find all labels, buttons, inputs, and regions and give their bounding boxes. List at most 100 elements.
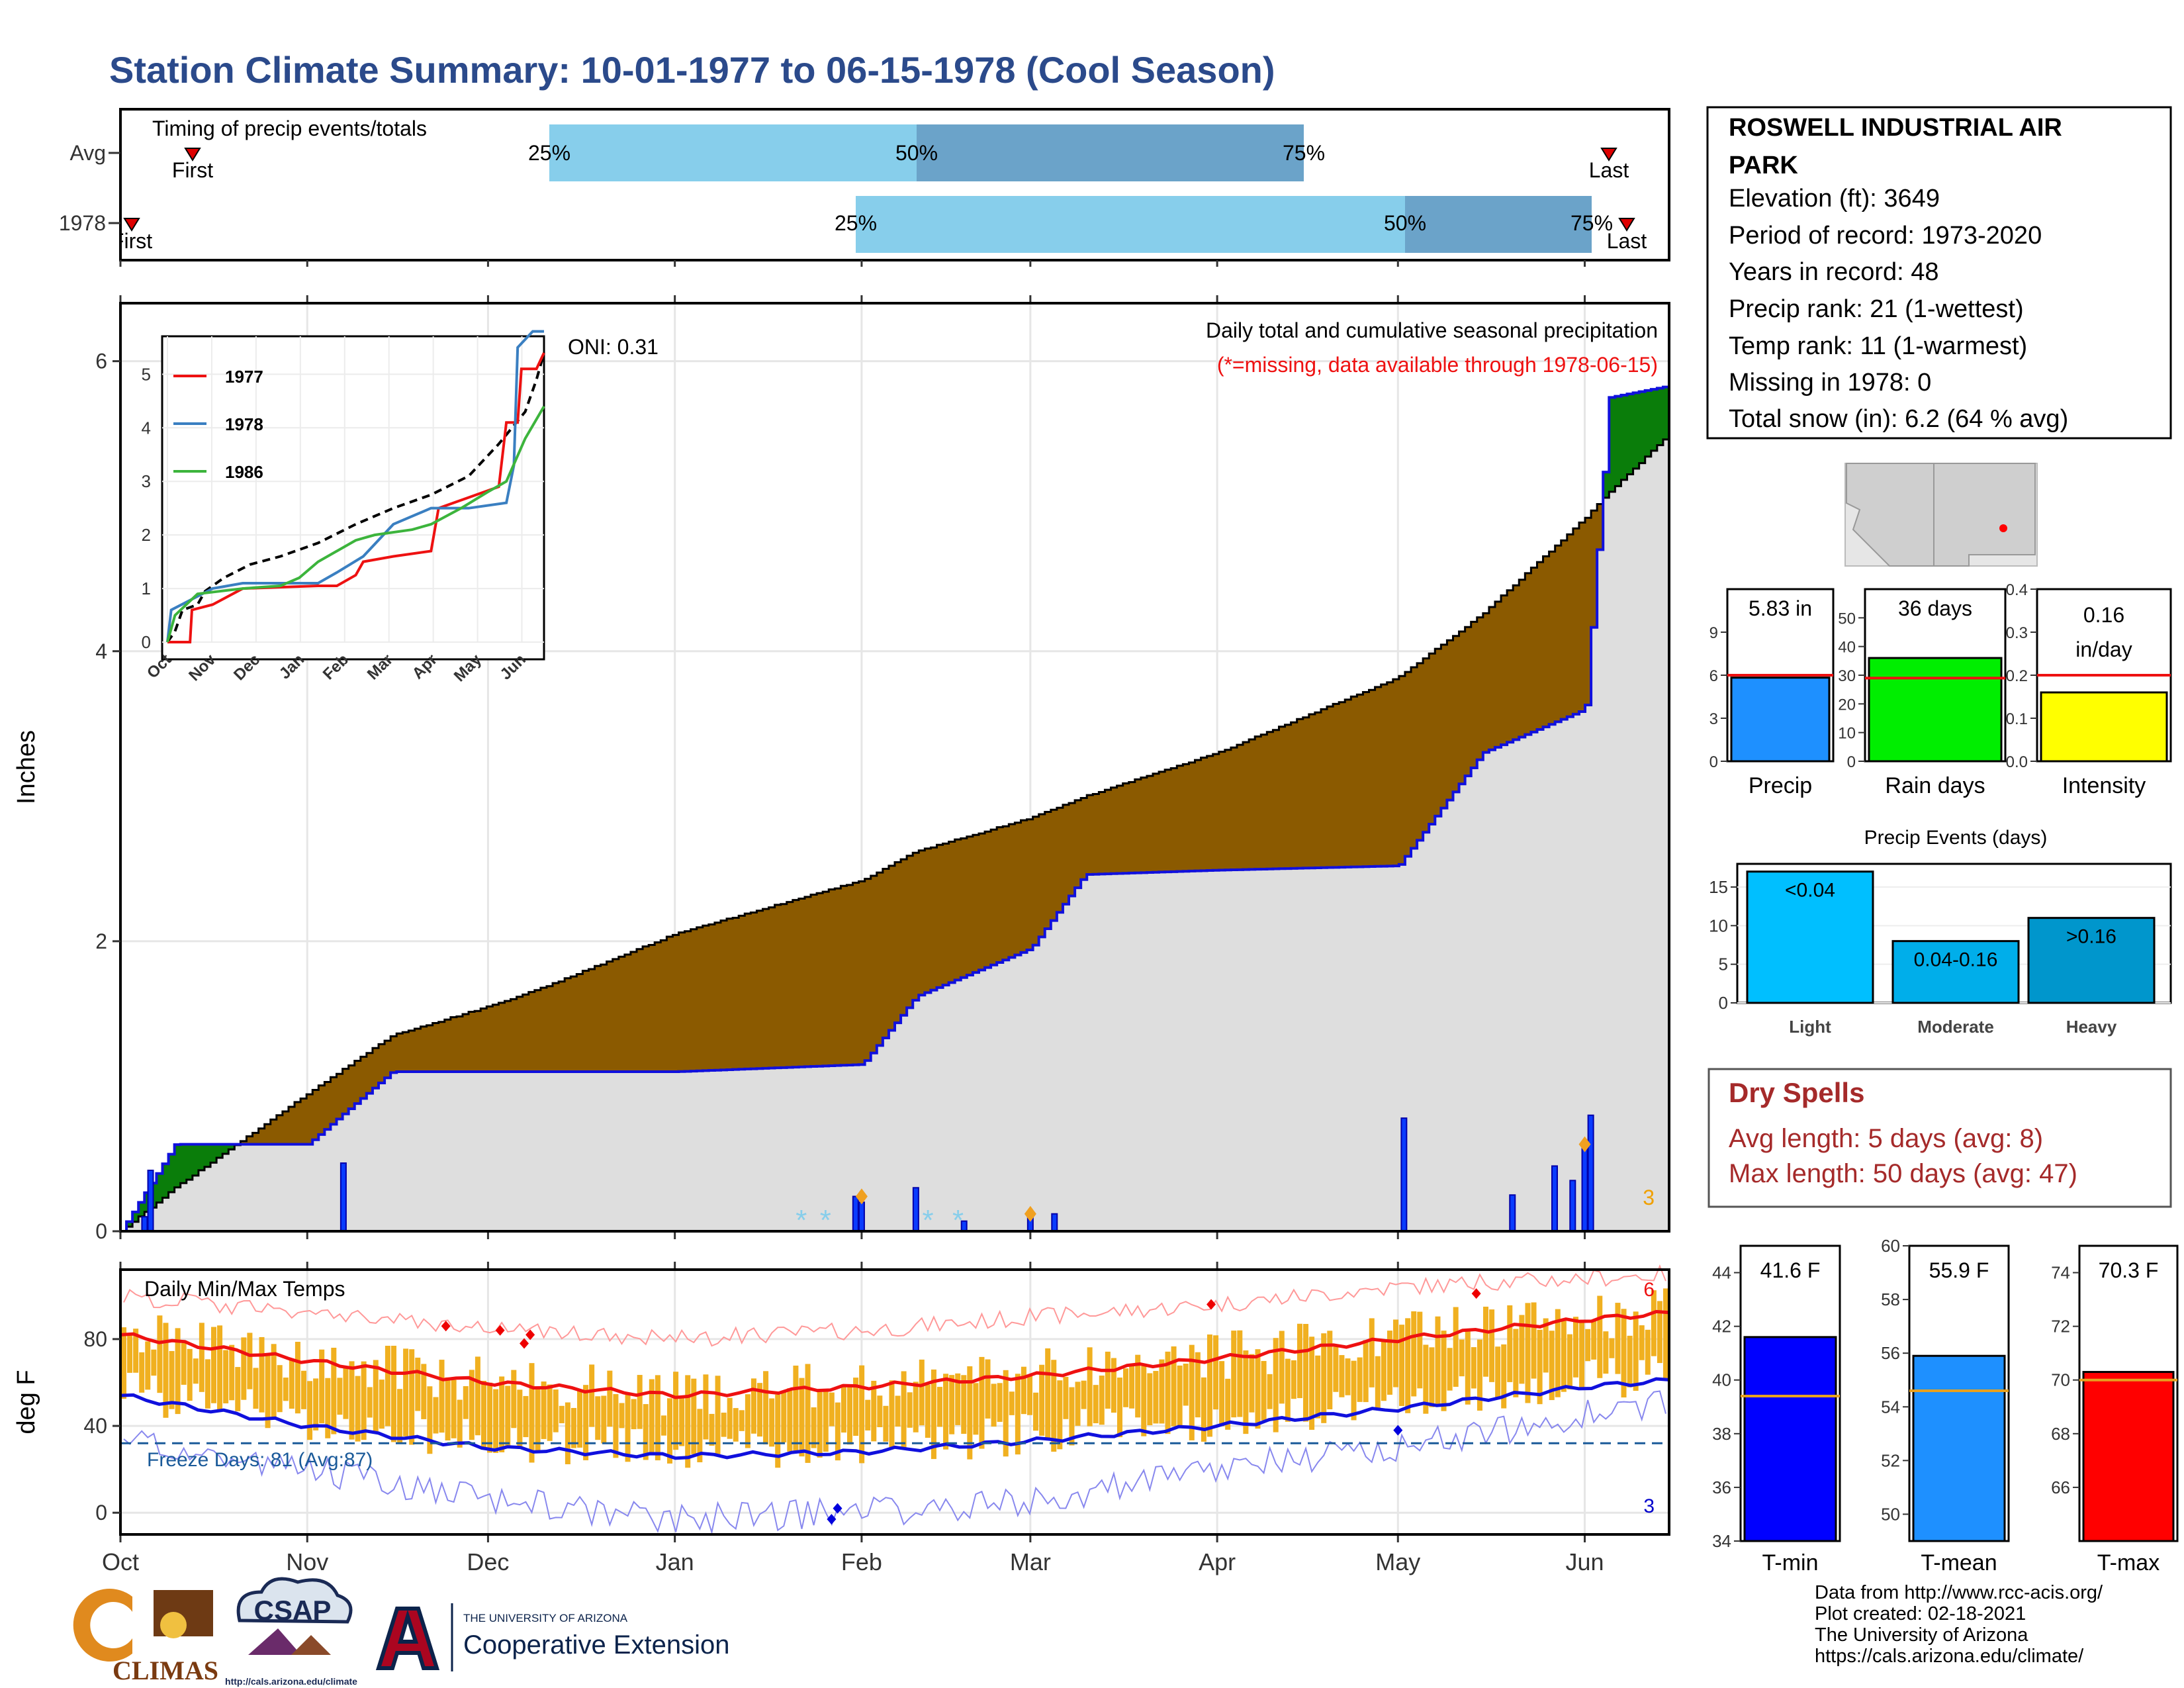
daily-temp-bar: [1639, 1325, 1645, 1360]
summary-tick-label: 0.2: [2006, 667, 2028, 685]
daily-temp-bar: [1501, 1344, 1507, 1409]
daily-temp-bar: [1255, 1349, 1261, 1429]
daily-temp-bar: [1075, 1382, 1081, 1426]
daily-temp-bar: [469, 1370, 475, 1440]
daily-temp-bar: [427, 1386, 433, 1454]
daily-temp-bar: [1021, 1366, 1026, 1415]
daily-temp-bar: [121, 1327, 126, 1399]
events-tick-label: 10: [1709, 915, 1728, 935]
daily-temp-bar: [1369, 1318, 1375, 1387]
inset-ytick-label-0: 0: [142, 632, 151, 652]
daily-temp-bar: [913, 1382, 919, 1432]
daily-temp-bar: [235, 1367, 241, 1411]
daily-temp-bar: [811, 1407, 817, 1448]
daily-temp-bar: [210, 1327, 216, 1403]
summary-value-unit-2: in/day: [2075, 637, 2132, 661]
daily-temp-bar: [936, 1387, 942, 1427]
ua-small-text: THE UNIVERSITY OF ARIZONA: [463, 1612, 628, 1624]
timing-row-avg-label: Avg: [69, 141, 106, 165]
daily-temp-bar: [619, 1403, 625, 1429]
summary-tick-label: 0.1: [2006, 710, 2028, 728]
daily-precip-bar: [147, 1169, 154, 1233]
daily-temp-bar: [799, 1378, 805, 1457]
summary-label-0: Precip: [1749, 773, 1812, 798]
daily-temp-bar: [1009, 1391, 1015, 1415]
daily-temp-bar: [1477, 1339, 1482, 1411]
station-info-box: ROSWELL INDUSTRIAL AIR PARK Elevation (f…: [1706, 106, 2172, 440]
station-years: Years in record: 48: [1729, 258, 1939, 286]
temp-summary-tick-label: 52: [1881, 1450, 1900, 1470]
daily-temp-bar: [505, 1385, 511, 1447]
daily-temp-bar: [1147, 1373, 1153, 1426]
missing-data-marker-icon: *: [796, 1204, 807, 1237]
temp-summary-tick-label: 38: [1712, 1424, 1731, 1444]
daily-temp-bar: [139, 1352, 145, 1393]
daily-temp-bar: [1435, 1316, 1441, 1407]
record-high-marker-icon: [441, 1321, 451, 1332]
daily-temp-bar: [1237, 1330, 1243, 1417]
heavy-event-marker-icon: [1578, 1136, 1591, 1152]
daily-temp-bar: [1447, 1348, 1453, 1391]
temp-panel-title: Daily Min/Max Temps: [144, 1277, 345, 1301]
temp-ytick-label-1: 40: [83, 1414, 107, 1438]
daily-temp-bar: [1453, 1307, 1459, 1387]
daily-temp-bar: [1549, 1331, 1555, 1401]
daily-temp-bar: [1057, 1380, 1063, 1450]
temp-summary-tick-label: 72: [2051, 1317, 2070, 1336]
daily-temp-bar: [145, 1341, 151, 1390]
avg-last-marker-icon: [1600, 148, 1617, 162]
daily-temp-bar: [1123, 1368, 1129, 1407]
temp-ylabel: deg F: [13, 1370, 40, 1434]
summary-tick-label: 0: [1847, 753, 1856, 771]
summary-tick-label: 20: [1838, 696, 1856, 714]
daily-temp-bar: [1093, 1385, 1099, 1424]
daily-temp-bar: [529, 1363, 535, 1463]
daily-temp-bar: [1063, 1377, 1069, 1419]
precip-panel: * * * * 0 2 4 6 Inches Daily total and cumulat…: [13, 260, 1670, 1243]
temp-summary-value-2: 70.3 F: [2099, 1258, 2159, 1282]
events-category-0: Light: [1789, 1017, 1831, 1037]
daily-temp-bar: [1513, 1329, 1519, 1397]
daily-temp-bar: [325, 1378, 331, 1438]
events-bar-label-2: >0.16: [2066, 926, 2116, 948]
1978-quartile-low-box: [856, 196, 1405, 253]
daily-temp-bar: [1183, 1364, 1189, 1406]
daily-temp-bar: [487, 1382, 493, 1453]
daily-precip-bar: [1551, 1165, 1559, 1232]
daily-temp-bar: [367, 1387, 373, 1418]
daily-temp-bar: [283, 1378, 289, 1401]
heavy-event-marker-icon: [855, 1188, 868, 1205]
daily-temp-bar: [997, 1383, 1003, 1422]
inset-line-1977: [167, 352, 545, 643]
summary-tick-label: 30: [1838, 667, 1856, 685]
daily-temp-bar: [259, 1336, 265, 1413]
daily-temp-bar: [1567, 1334, 1572, 1389]
daily-temp-bar: [547, 1384, 553, 1441]
heavy-event-count: 3: [1643, 1186, 1655, 1209]
avg-p75-label: 75%: [1283, 141, 1325, 165]
record-low-count: 3: [1643, 1495, 1655, 1517]
daily-temp-bar: [1003, 1370, 1009, 1457]
daily-temp-bar: [973, 1383, 979, 1435]
daily-temp-bar: [570, 1407, 576, 1448]
daily-temp-bar: [595, 1396, 601, 1440]
daily-temp-bar: [397, 1389, 403, 1444]
daily-temp-bar: [757, 1383, 763, 1437]
month-label-7: May: [1375, 1548, 1420, 1575]
daily-temp-bar: [775, 1394, 781, 1468]
station-elevation: Elevation (ft): 3649: [1729, 185, 1940, 212]
daily-temp-bar: [1111, 1358, 1116, 1413]
1978-last-marker-icon: [1618, 218, 1635, 232]
daily-temp-bar: [1153, 1371, 1159, 1424]
credit-university: The University of Arizona: [1815, 1624, 2028, 1646]
timing-panel-label: Timing of precip events/totals: [152, 117, 427, 140]
station-precip-rank: Precip rank: 21 (1-wettest): [1729, 295, 2024, 323]
daily-temp-bar: [943, 1374, 949, 1450]
inset-ytick-label-3: 3: [142, 471, 151, 491]
temp-summary-tick-label: 68: [2051, 1424, 2070, 1444]
record-low-marker-icon: [1393, 1425, 1403, 1436]
daily-temp-bar: [931, 1369, 936, 1460]
daily-temp-bar: [967, 1366, 973, 1460]
temp-summary-tick-label: 66: [2051, 1477, 2070, 1497]
